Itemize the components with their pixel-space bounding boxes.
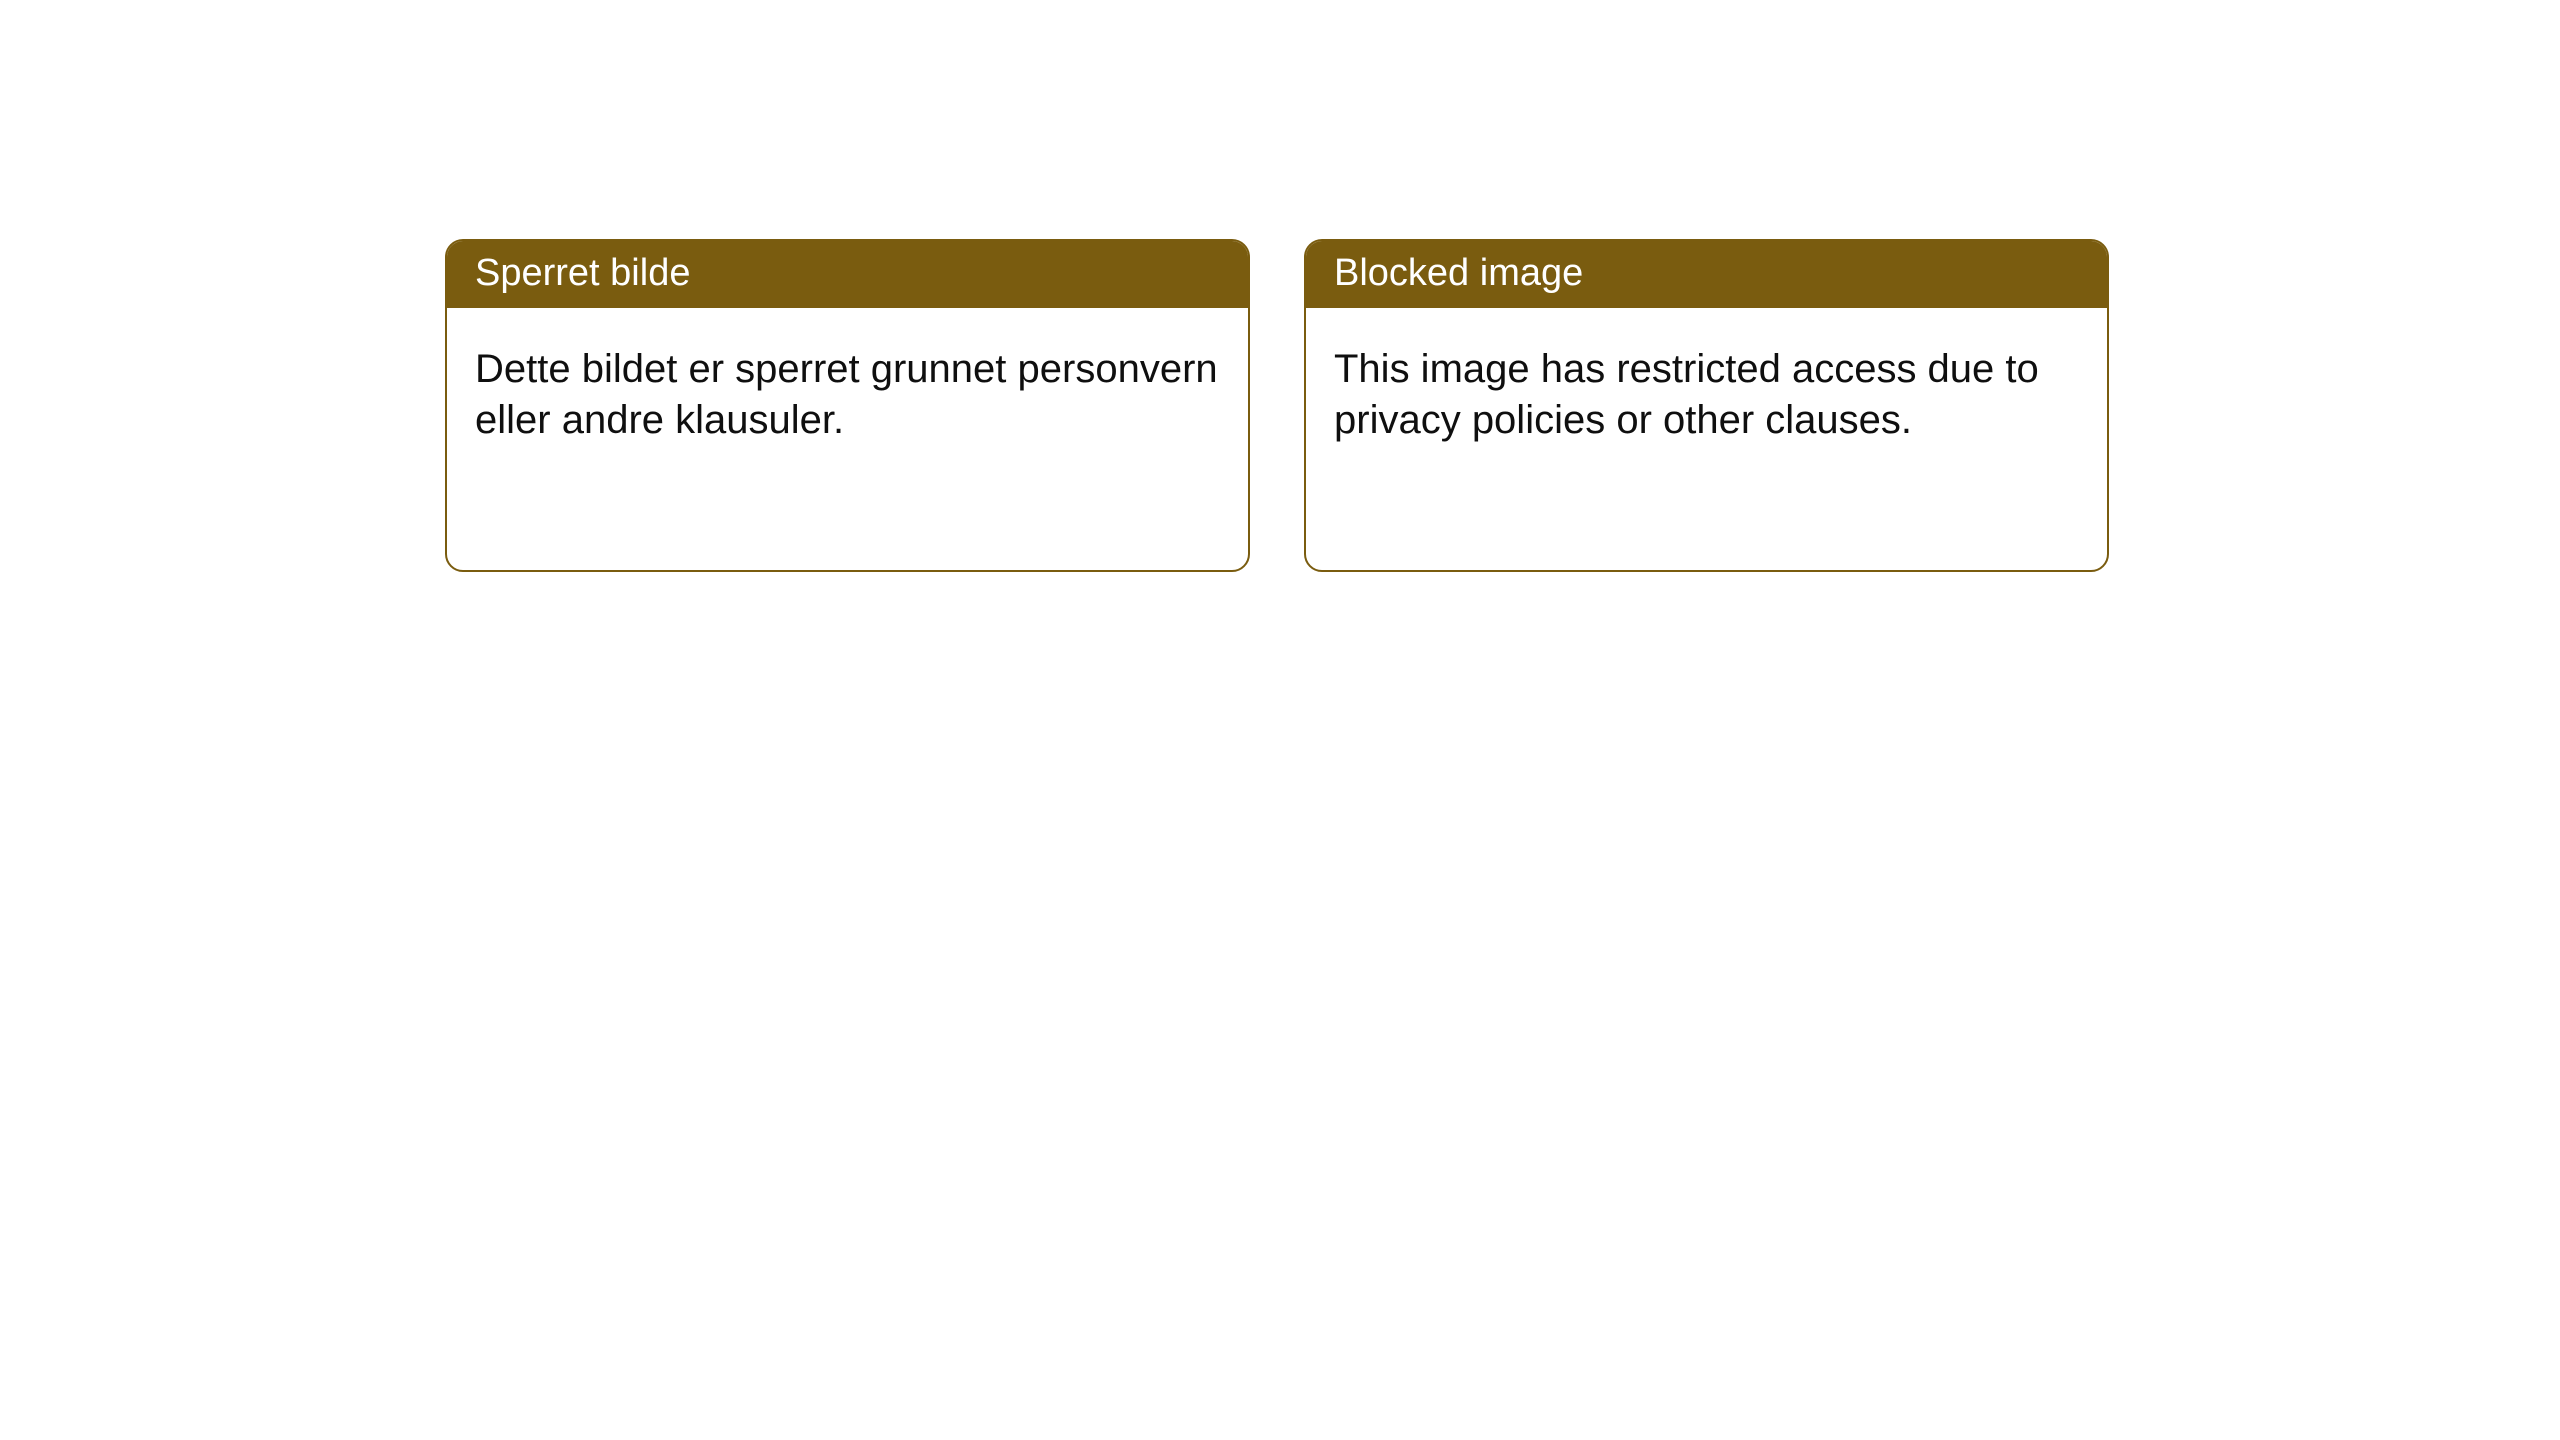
notice-body-english: This image has restricted access due to … bbox=[1306, 308, 2107, 466]
notice-card-norwegian: Sperret bilde Dette bildet er sperret gr… bbox=[445, 239, 1250, 572]
notice-container: Sperret bilde Dette bildet er sperret gr… bbox=[0, 0, 2560, 572]
notice-title-english: Blocked image bbox=[1306, 241, 2107, 308]
notice-body-norwegian: Dette bildet er sperret grunnet personve… bbox=[447, 308, 1248, 466]
notice-card-english: Blocked image This image has restricted … bbox=[1304, 239, 2109, 572]
notice-title-norwegian: Sperret bilde bbox=[447, 241, 1248, 308]
